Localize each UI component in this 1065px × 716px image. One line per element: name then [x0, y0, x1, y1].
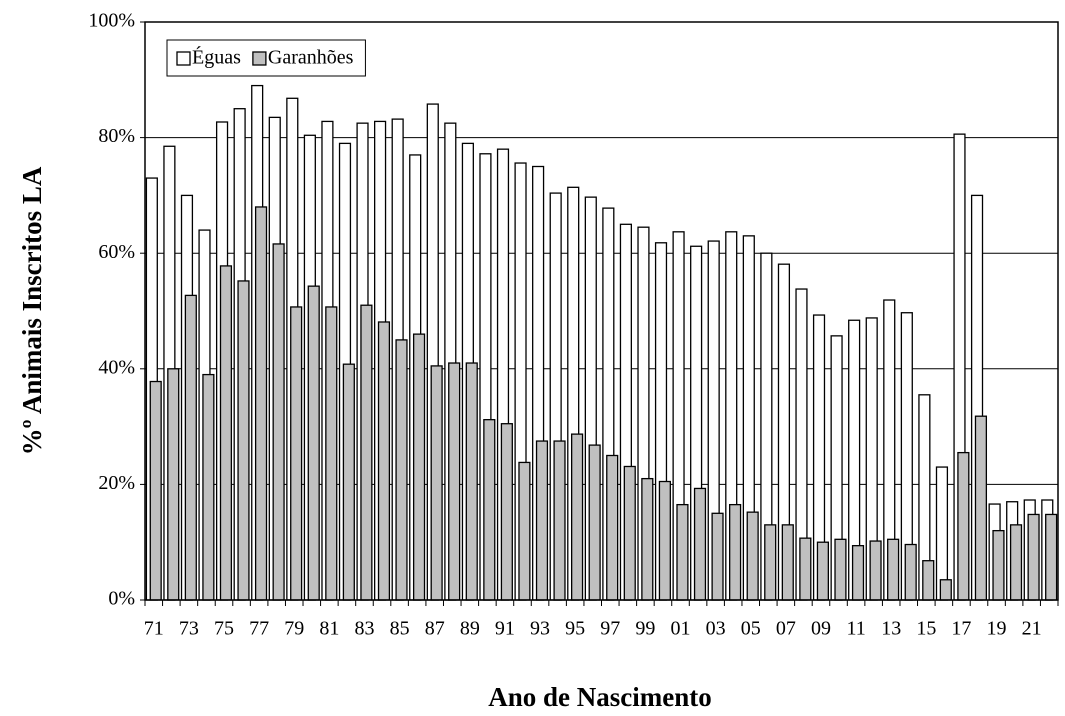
bar: [693, 487, 707, 601]
x-tick-label: 07: [776, 618, 796, 640]
bar: [606, 454, 619, 601]
bar: [465, 362, 478, 601]
bar: [202, 373, 215, 601]
bar: [571, 433, 584, 601]
bar: [799, 537, 812, 601]
bar: [219, 265, 233, 601]
bar: [588, 444, 601, 601]
x-tick-label: 87: [425, 618, 445, 640]
bar: [922, 560, 935, 601]
x-tick-label: 77: [249, 618, 269, 640]
bar: [676, 503, 689, 601]
bar: [834, 538, 847, 601]
bar: [992, 529, 1005, 601]
bar: [1027, 513, 1040, 601]
legend-label: Garanhões: [268, 47, 354, 69]
bar: [781, 524, 794, 601]
x-tick-label: 75: [214, 618, 234, 640]
x-tick-label: 13: [881, 618, 901, 640]
x-tick-label: 71: [144, 618, 164, 640]
bar: [500, 423, 513, 601]
bar: [237, 280, 250, 601]
x-tick-label: 79: [284, 618, 304, 640]
bar: [764, 524, 777, 601]
y-tick-label: 100%: [88, 10, 135, 32]
x-tick-label: 09: [811, 618, 831, 640]
bar: [974, 415, 988, 601]
bar: [957, 451, 970, 601]
bar: [623, 465, 636, 601]
x-tick-label: 83: [354, 618, 374, 640]
x-axis-label: Ano de Nascimento: [488, 682, 712, 712]
y-tick-label: 40%: [98, 356, 135, 378]
bar: [851, 545, 865, 601]
plot-border: [144, 21, 1059, 601]
bar: [290, 306, 303, 601]
x-tick-label: 21: [1022, 618, 1042, 640]
bar: [658, 480, 671, 601]
bar: [448, 362, 461, 601]
legend-swatch: [176, 51, 191, 66]
x-tick-label: 19: [987, 618, 1007, 640]
x-tick-label: 03: [706, 618, 726, 640]
bar: [483, 419, 496, 601]
y-tick-label: 80%: [98, 125, 135, 147]
bar: [430, 365, 443, 601]
bar: [184, 294, 197, 601]
bar: [272, 243, 285, 601]
bar: [325, 306, 338, 601]
bar: [1009, 524, 1023, 601]
y-tick-label: 60%: [98, 241, 135, 263]
bar: [711, 512, 724, 601]
bar: [412, 333, 426, 601]
x-tick-label: 89: [460, 618, 480, 640]
x-tick-label: 73: [179, 618, 199, 640]
bar: [518, 461, 531, 601]
bar: [939, 579, 952, 601]
bar: [553, 440, 566, 601]
y-tick-label: 20%: [98, 472, 135, 494]
x-tick-label: 15: [916, 618, 936, 640]
x-tick-label: 81: [319, 618, 339, 640]
x-tick-label: 17: [951, 618, 971, 640]
bar: [869, 540, 882, 601]
x-tick-label: 93: [530, 618, 550, 640]
legend-swatch: [252, 51, 267, 66]
bar: [729, 503, 742, 601]
y-axis-label: %º Animais Inscritos LA: [17, 166, 47, 455]
y-tick-label: 0%: [108, 588, 135, 610]
bar: [816, 541, 829, 601]
bar: [904, 543, 917, 601]
bar: [887, 538, 900, 601]
bar: [535, 440, 549, 601]
x-tick-label: 91: [495, 618, 515, 640]
x-tick-label: 11: [846, 618, 865, 640]
bar: [746, 511, 759, 601]
x-tick-label: 95: [565, 618, 585, 640]
bar: [360, 304, 373, 601]
x-tick-label: 85: [390, 618, 410, 640]
legend-label: Éguas: [192, 46, 241, 69]
bar: [307, 285, 320, 601]
bar: [342, 363, 355, 601]
bar: [149, 380, 162, 601]
x-tick-label: 97: [600, 618, 620, 640]
bar: [1045, 513, 1058, 601]
bar: [377, 321, 391, 601]
bar: [641, 477, 654, 601]
bar: [395, 339, 408, 601]
x-tick-label: 05: [741, 618, 761, 640]
x-tick-label: 99: [635, 618, 655, 640]
bar: [254, 206, 268, 601]
bar: [167, 368, 180, 601]
x-tick-label: 01: [671, 618, 691, 640]
